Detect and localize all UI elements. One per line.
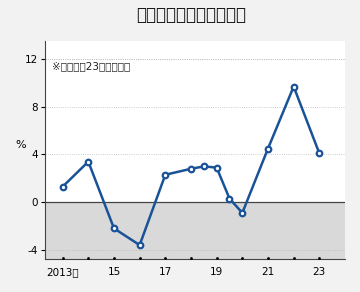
Text: 国内企業物価指数の推移: 国内企業物価指数の推移	[136, 6, 246, 24]
Text: ※前年比、23年は速報値: ※前年比、23年は速報値	[52, 62, 131, 72]
Bar	[45, 202, 345, 259]
Y-axis label: %: %	[15, 140, 26, 150]
